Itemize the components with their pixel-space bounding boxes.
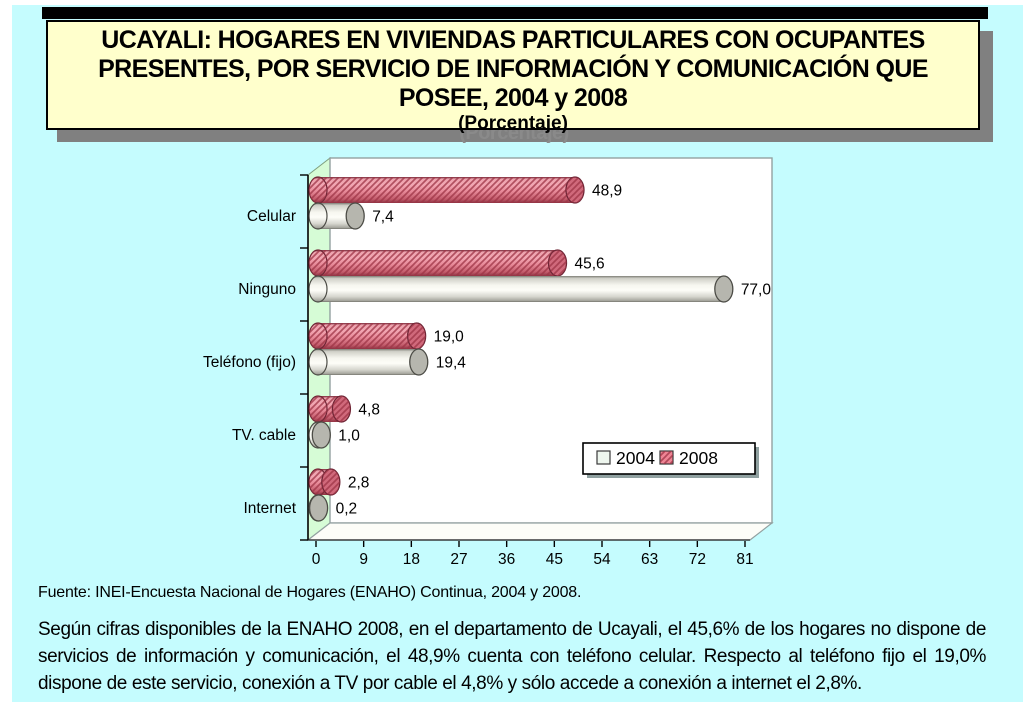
x-tick-label: 0	[312, 551, 321, 568]
bar-2004-tel-fono-fijo--body	[318, 349, 419, 375]
plot-floor	[306, 522, 774, 541]
category-label: Teléfono (fijo)	[203, 354, 296, 371]
bar-2008-celular-left-cap-hatch	[309, 177, 327, 203]
legend-swatch-2004	[596, 450, 611, 465]
bar-2004-internet-end-cap	[308, 494, 329, 522]
bar-2008-ninguno-left-cap-hatch	[309, 250, 327, 276]
analysis-paragraph: Según cifras disponibles de la ENAHO 200…	[38, 619, 986, 694]
source-note: Fuente: INEI-Encuesta Nacional de Hogare…	[38, 584, 582, 601]
legend-label-2004: 2004	[616, 448, 655, 468]
bar-2008-tv-cable-left-cap-hatch	[309, 396, 327, 422]
bar-2004-tel-fono-fijo--left-cap	[308, 348, 328, 376]
bar-2008-tel-fono-fijo--left-cap-hatch	[309, 323, 327, 349]
bar-2008-internet-value-label: 2,8	[348, 475, 370, 492]
x-tick-label: 9	[359, 551, 368, 568]
x-tick-label: 81	[736, 551, 753, 568]
bar-2008-celular-end-cap-hatch	[565, 177, 584, 203]
bar-2004-tv-cable-end-cap	[311, 421, 331, 449]
bar-2004-celular-left-cap	[308, 202, 328, 230]
category-label: TV. cable	[232, 427, 296, 444]
bar-2004-ninguno-left-cap	[308, 275, 328, 303]
bar-2008-tel-fono-fijo--hatch	[318, 323, 417, 349]
bar-2004-tel-fono-fijo--value-label: 19,4	[436, 355, 467, 372]
bar-2004-internet-value-label: 0,2	[336, 501, 358, 518]
x-tick-label: 27	[450, 551, 467, 568]
bar-2004-celular-value-label: 7,4	[372, 209, 394, 226]
bar-2008-ninguno-end-cap-hatch	[548, 250, 567, 276]
x-tick-label: 45	[546, 551, 563, 568]
title-box: UCAYALI: HOGARES EN VIVIENDAS PARTICULAR…	[46, 20, 980, 134]
x-tick-label: 18	[403, 551, 420, 568]
legend-swatch-2008-hatch	[660, 451, 673, 464]
bar-2008-celular-value-label: 48,9	[592, 183, 622, 200]
x-tick-label: 72	[689, 551, 706, 568]
bar-2008-tel-fono-fijo--value-label: 19,0	[434, 329, 465, 346]
bar-2008-ninguno-value-label: 45,6	[575, 256, 605, 273]
title-top-black-bar	[42, 7, 988, 19]
category-label: Ninguno	[238, 281, 296, 298]
x-tick-label: 36	[498, 551, 515, 568]
title-line-1: UCAYALI: HOGARES EN VIVIENDAS PARTICULAR…	[101, 26, 925, 54]
bar-2008-celular-hatch	[318, 177, 575, 203]
x-tick-label: 63	[641, 551, 658, 568]
title-line-3: POSEE, 2004 y 2008	[398, 84, 628, 112]
bar-2004-tel-fono-fijo--end-cap	[409, 348, 429, 376]
bar-2008-tv-cable-end-cap-hatch	[332, 396, 351, 422]
category-label: Celular	[247, 208, 296, 225]
title-subtitle: (Porcentaje)	[458, 113, 568, 134]
bar-2008-internet-end-cap-hatch	[321, 469, 340, 495]
bar-2004-ninguno-body	[318, 276, 724, 302]
category-label: Internet	[243, 500, 296, 517]
bar-2004-celular-end-cap	[345, 202, 365, 230]
bar-2004-ninguno-value-label: 77,0	[741, 282, 772, 299]
title-line-2: PRESENTES, POR SERVICIO DE INFORMACIÓN Y…	[98, 55, 928, 83]
bar-2004-ninguno-end-cap	[714, 275, 734, 303]
x-tick-label: 54	[593, 551, 611, 568]
bar-2008-tel-fono-fijo--end-cap-hatch	[407, 323, 426, 349]
bar-2008-ninguno-hatch	[318, 250, 558, 276]
bar-2008-tv-cable-value-label: 4,8	[358, 402, 380, 419]
bar-2004-tv-cable-value-label: 1,0	[338, 428, 360, 445]
legend-label-2008: 2008	[679, 448, 718, 468]
